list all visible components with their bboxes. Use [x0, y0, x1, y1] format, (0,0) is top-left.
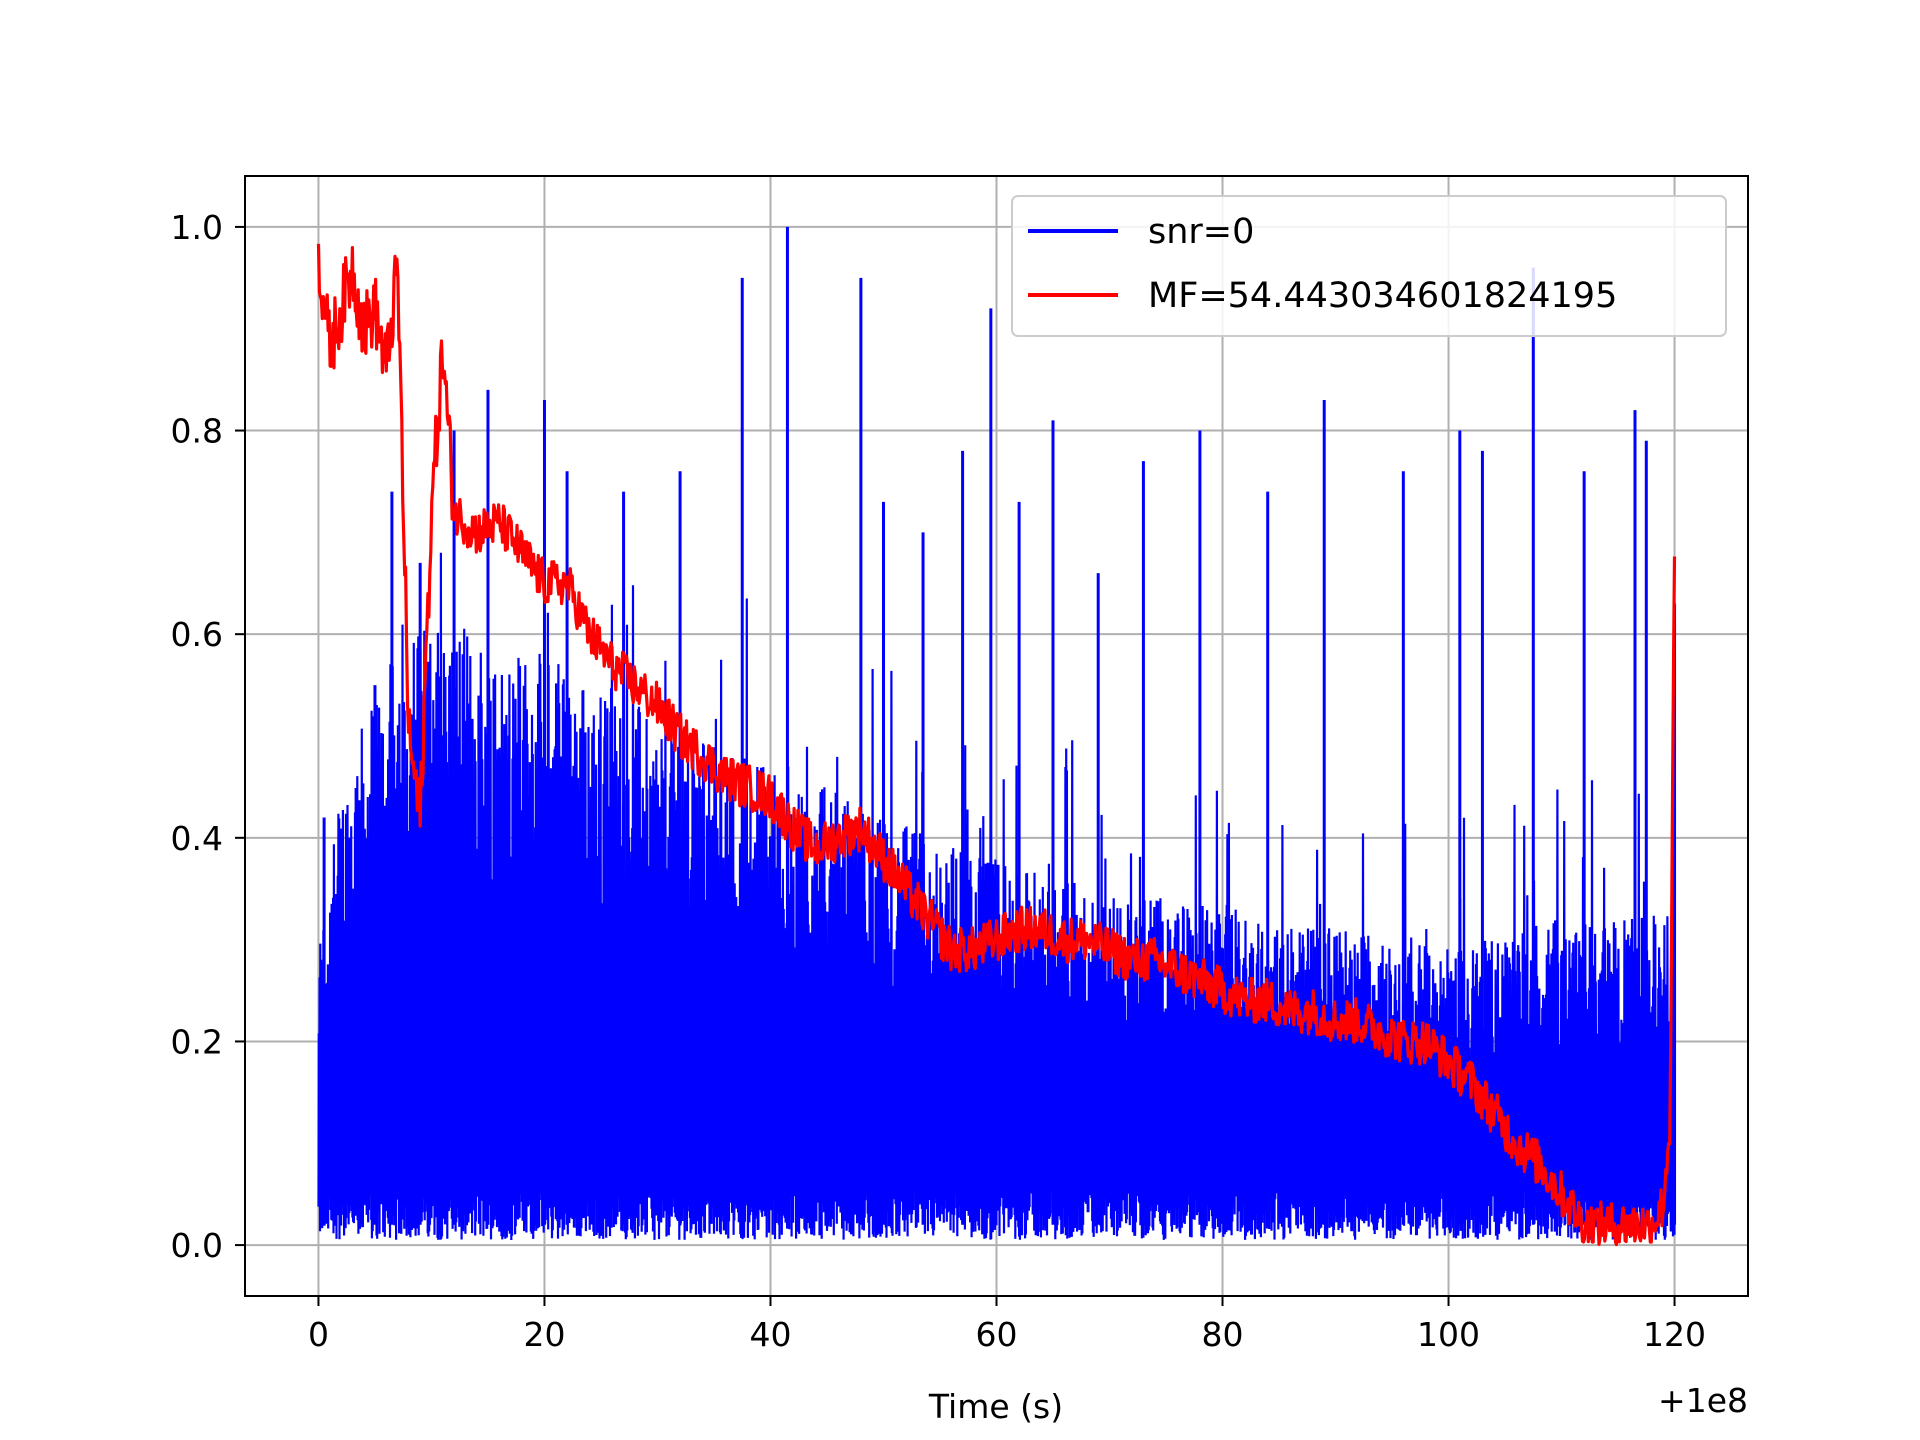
series-mf-line — [316, 243, 1677, 1247]
x-tick-label: 0 — [308, 1315, 329, 1354]
y-tick-label: 0.4 — [171, 819, 223, 858]
x-tick-label: 120 — [1643, 1315, 1706, 1354]
x-tick-label: 100 — [1417, 1315, 1480, 1354]
y-tick-label: 0.6 — [171, 615, 223, 654]
y-tick-label: 0.2 — [171, 1022, 223, 1061]
y-tick-label: 1.0 — [171, 208, 223, 247]
y-tick-label: 0.0 — [171, 1226, 223, 1265]
legend-box — [1011, 195, 1727, 337]
x-axis: 0 20 40 60 80 100 120 — [308, 1296, 1706, 1354]
series-mf — [316, 243, 1677, 1247]
x-axis-label: Time (s) — [928, 1387, 1063, 1426]
y-axis: 0.0 0.2 0.4 0.6 0.8 1.0 — [171, 208, 245, 1265]
x-tick-label: 40 — [749, 1315, 791, 1354]
x-tick-label: 60 — [976, 1315, 1018, 1354]
legend-label-snr: snr=0 — [1148, 212, 1254, 252]
y-tick-label: 0.8 — [171, 412, 223, 451]
x-tick-label: 20 — [523, 1315, 565, 1354]
x-axis-offset-label: +1e8 — [1658, 1381, 1748, 1420]
legend: snr=0 MF=54.443034601824195 — [1011, 195, 1727, 337]
x-tick-label: 80 — [1202, 1315, 1244, 1354]
legend-label-mf: MF=54.443034601824195 — [1148, 276, 1617, 316]
